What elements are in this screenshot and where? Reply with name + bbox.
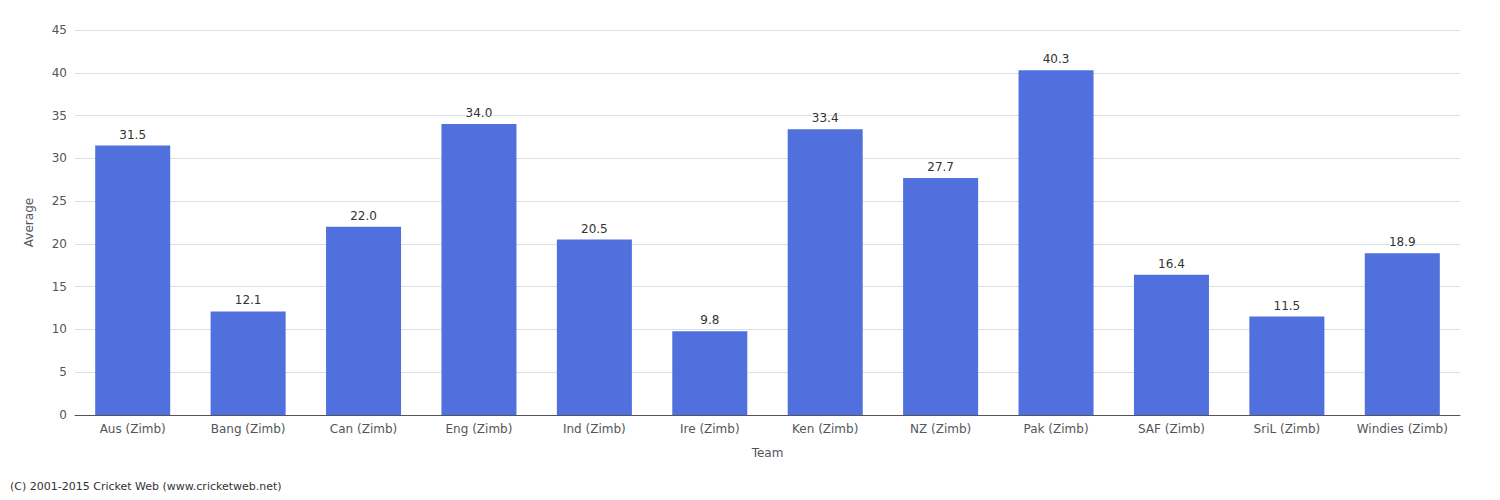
svg-text:Eng (Zimb): Eng (Zimb) [446,422,513,436]
svg-text:20: 20 [52,237,67,251]
svg-text:Team: Team [751,446,784,460]
svg-text:22.0: 22.0 [350,209,377,223]
svg-text:30: 30 [52,151,67,165]
svg-text:5: 5 [59,365,67,379]
svg-text:Average: Average [22,198,36,247]
svg-text:40: 40 [52,66,67,80]
svg-text:Can (Zimb): Can (Zimb) [330,422,397,436]
svg-text:Windies (Zimb): Windies (Zimb) [1357,422,1448,436]
svg-text:45: 45 [52,23,67,37]
svg-text:Ken (Zimb): Ken (Zimb) [792,422,858,436]
svg-text:Aus (Zimb): Aus (Zimb) [100,422,166,436]
svg-text:Ire (Zimb): Ire (Zimb) [680,422,740,436]
svg-text:27.7: 27.7 [927,160,954,174]
svg-text:0: 0 [59,408,67,422]
svg-text:18.9: 18.9 [1389,235,1416,249]
svg-text:NZ (Zimb): NZ (Zimb) [910,422,971,436]
svg-text:Ind (Zimb): Ind (Zimb) [563,422,626,436]
svg-text:9.8: 9.8 [700,313,719,327]
svg-text:20.5: 20.5 [581,222,608,236]
svg-text:SriL (Zimb): SriL (Zimb) [1254,422,1321,436]
svg-text:11.5: 11.5 [1274,299,1301,313]
svg-text:40.3: 40.3 [1043,52,1070,66]
svg-text:31.5: 31.5 [119,128,146,142]
svg-text:SAF (Zimb): SAF (Zimb) [1138,422,1205,436]
svg-text:34.0: 34.0 [466,106,493,120]
svg-text:15: 15 [52,280,67,294]
svg-text:16.4: 16.4 [1158,257,1185,271]
svg-text:Pak (Zimb): Pak (Zimb) [1024,422,1089,436]
svg-text:Bang (Zimb): Bang (Zimb) [211,422,286,436]
svg-text:25: 25 [52,194,67,208]
svg-text:10: 10 [52,322,67,336]
svg-text:12.1: 12.1 [235,293,262,307]
svg-text:35: 35 [52,109,67,123]
svg-text:(C) 2001-2015 Cricket Web (www: (C) 2001-2015 Cricket Web (www.cricketwe… [10,480,282,493]
svg-text:33.4: 33.4 [812,111,839,125]
